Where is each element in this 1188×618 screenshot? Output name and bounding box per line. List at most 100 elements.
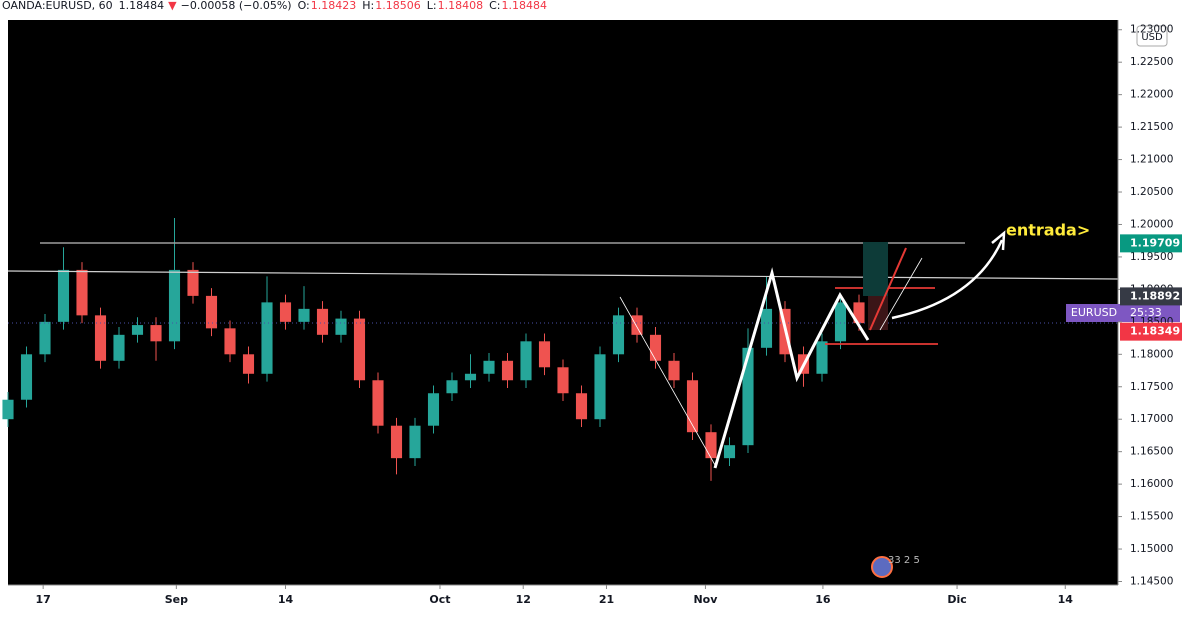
x-tick-label: Nov: [693, 593, 718, 606]
x-tick-label: 17: [35, 593, 50, 606]
y-tick-label: 1.20000: [1130, 218, 1173, 230]
candle-body: [20, 354, 33, 400]
candle-body: [372, 380, 384, 426]
candle-body: [834, 302, 847, 342]
candle-body: [816, 341, 828, 374]
y-tick-label: 1.16500: [1130, 446, 1173, 458]
header-text: 1.18484: [501, 0, 547, 12]
candle-body: [335, 318, 347, 335]
candle-body: [261, 302, 273, 374]
price-tag-label: 1.19709: [1130, 236, 1180, 249]
candle-body: [742, 347, 754, 446]
candle-body: [205, 295, 218, 329]
candle-body: [705, 432, 717, 459]
candle-body: [409, 425, 421, 459]
candle-body: [501, 360, 514, 381]
candle-body: [464, 373, 477, 381]
header-text: O:: [298, 0, 310, 12]
price-tag-label: 1.18892: [1130, 289, 1180, 302]
candle-body: [242, 354, 255, 374]
candle-body: [150, 325, 162, 342]
header-text: C:: [489, 0, 500, 12]
candle-body: [446, 380, 458, 394]
plot-layer: [2, 217, 865, 481]
candle-body: [353, 318, 366, 381]
candle-body: [760, 308, 773, 348]
symbol-tag: [1066, 304, 1122, 322]
arrow-head: [991, 230, 1006, 251]
y-tick-label: 1.17500: [1130, 381, 1173, 393]
header-text: 1.18506: [375, 0, 421, 12]
header-text: −0.00058 (−0.05%): [181, 0, 292, 12]
x-tick-label: 12: [516, 593, 531, 606]
currency: USD: [1141, 32, 1163, 43]
header-text: 1.18423: [311, 0, 357, 12]
countdown: 25:33: [1130, 306, 1162, 319]
candle-body: [316, 308, 329, 335]
candle-body: [853, 302, 865, 324]
y-tick-label: 1.18000: [1130, 348, 1173, 360]
y-tick-label: 1.16000: [1130, 478, 1173, 490]
header-text: H:: [362, 0, 374, 12]
y-tick-label: 1.21000: [1130, 154, 1173, 166]
zigzag: [713, 267, 870, 469]
candle-body: [113, 334, 125, 361]
y-tick-label: 1.20500: [1130, 186, 1173, 198]
candle-body: [483, 360, 495, 374]
x-tick-label: Dic: [947, 593, 966, 606]
candle-body: [668, 360, 680, 381]
candle-body: [94, 315, 107, 361]
candle-body: [390, 425, 403, 459]
candle-body: [279, 302, 292, 322]
red-trend: [869, 247, 907, 331]
y-tick-label: 1.22000: [1130, 89, 1173, 101]
candle-body: [427, 393, 440, 426]
candle-body: [612, 315, 625, 355]
header-text: OANDA:EURUSD, 60: [2, 0, 113, 12]
candle-body: [538, 341, 551, 368]
candle-body: [57, 269, 70, 322]
trend-line: [7, 270, 1119, 280]
y-tick-label: 1.15500: [1130, 511, 1173, 523]
y-tick-label: 1.23000: [1130, 24, 1173, 36]
badge-icon: [871, 556, 893, 578]
countdown-tag: [1122, 304, 1180, 322]
symbol-name: EURUSD: [1071, 306, 1117, 319]
x-tick-label: Sep: [165, 593, 188, 606]
candle-body: [298, 308, 310, 322]
candle-body: [2, 399, 14, 420]
target-zone: [863, 242, 888, 296]
y-tick-label: 1.14500: [1130, 575, 1173, 587]
x-tick-label: 14: [278, 593, 294, 606]
badge: 33 2 5: [888, 555, 920, 566]
candle-body: [224, 328, 236, 355]
candle-body: [131, 325, 144, 335]
y-tick-label: 1.19500: [1130, 251, 1173, 263]
y-tick-label: 1.22500: [1130, 56, 1173, 68]
price-tag: [1120, 287, 1182, 306]
y-tick-label: 1.21500: [1130, 121, 1173, 133]
header-text: L:: [427, 0, 437, 12]
candle-body: [168, 269, 181, 342]
x-tick-label: 21: [599, 593, 614, 606]
price-tag-label: 1.18349: [1130, 325, 1180, 338]
x-tick-label: 14: [1058, 593, 1074, 606]
candle-body: [76, 269, 88, 316]
candle-body: [723, 445, 736, 459]
arrow: [891, 239, 1004, 320]
x-tick-label: Oct: [429, 593, 450, 606]
candle-body: [575, 393, 588, 420]
header-text: ▼: [168, 0, 177, 12]
candle-body: [520, 341, 532, 381]
trend-line: [619, 296, 716, 466]
candle-body: [649, 334, 662, 361]
header-text: 1.18408: [438, 0, 484, 12]
currency-button[interactable]: [1136, 25, 1168, 47]
candle-body: [594, 354, 606, 420]
drawings: entrada> 33 2 5: [7, 221, 1119, 578]
candle-body: [686, 380, 699, 433]
candle-body: [631, 315, 643, 335]
header: OANDA:EURUSD, 60 1.18484 ▼ −0.00058 (−0.05%…: [2, 0, 547, 12]
